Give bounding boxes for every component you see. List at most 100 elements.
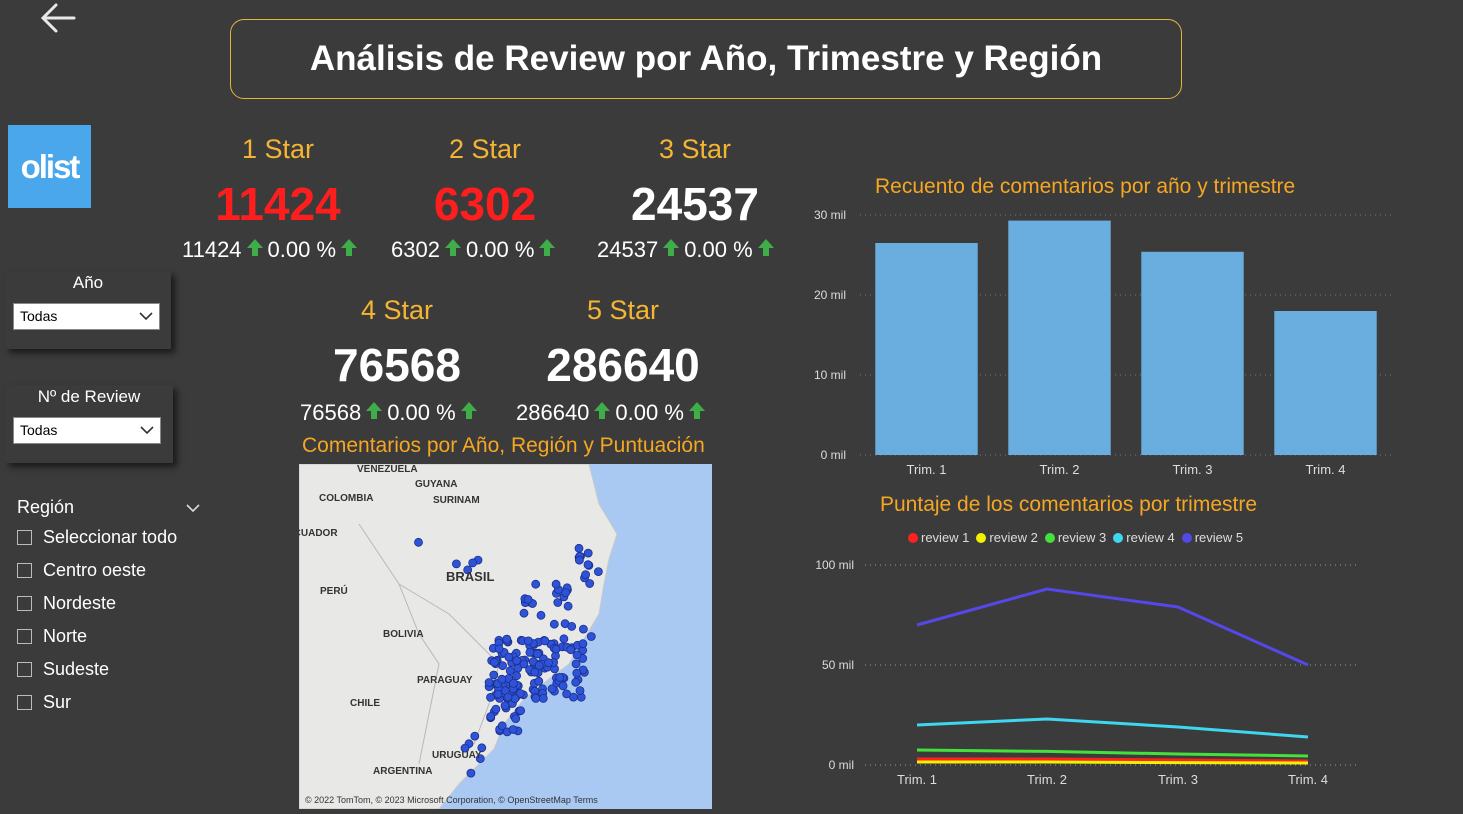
map-point	[486, 712, 496, 721]
page-title-text: Análisis de Review por Año, Trimestre y …	[309, 39, 1103, 78]
map-point	[503, 692, 513, 702]
kpi-trend: 76568 0.00 %	[300, 400, 482, 426]
chevron-down-icon	[139, 312, 153, 321]
region-option-label: Sur	[43, 691, 72, 712]
kpi-trend-value: 286640	[516, 400, 590, 425]
map-point	[494, 644, 504, 654]
bar[interactable]	[875, 243, 978, 455]
map-point	[530, 667, 540, 677]
arrow-up-icon	[661, 237, 681, 263]
checkbox[interactable]	[17, 595, 32, 611]
year-slicer: Año Todas	[5, 271, 171, 349]
legend-label: review 4	[1126, 530, 1175, 545]
legend-item[interactable]: review 3	[1044, 530, 1106, 545]
y-tick-label: 0 mil	[821, 448, 846, 462]
arrow-up-icon	[756, 237, 776, 263]
review-dropdown-value: Todas	[20, 422, 58, 438]
series-line[interactable]	[916, 587, 1309, 667]
map-canvas[interactable]: VENEZUELA GUYANA SURINAM COLOMBIA ECUADO…	[299, 464, 712, 809]
map-point	[571, 659, 581, 669]
kpi-trend-pct: 0.00 %	[267, 237, 337, 262]
legend-item[interactable]: review 2	[976, 530, 1038, 545]
map-point	[593, 567, 603, 576]
region-option-sudeste[interactable]: Sudeste	[17, 658, 109, 680]
map-label: SURINAM	[433, 495, 480, 506]
year-slicer-label: Año	[72, 273, 104, 292]
map-point	[466, 768, 476, 778]
series-line[interactable]	[916, 748, 1309, 758]
legend-dot-icon	[908, 533, 918, 543]
map-label: PERÚ	[320, 584, 348, 597]
legend-item[interactable]: review 5	[1181, 530, 1243, 545]
kpi-value: 76568	[333, 339, 461, 391]
bar[interactable]	[1141, 251, 1244, 455]
map-point	[561, 588, 571, 598]
bar[interactable]	[1274, 311, 1377, 455]
arrow-up-icon	[245, 237, 265, 263]
map-point	[484, 678, 494, 687]
map-point	[511, 714, 521, 724]
map-point	[531, 693, 541, 703]
map-point	[551, 579, 561, 589]
y-tick-label: 30 mil	[814, 208, 846, 222]
map-point	[559, 634, 569, 644]
region-option-norte[interactable]: Norte	[17, 625, 87, 647]
bar[interactable]	[1008, 220, 1111, 455]
y-tick-label: 0 mil	[829, 758, 854, 772]
checkbox[interactable]	[17, 529, 32, 545]
kpi-trend-pct: 0.00 %	[465, 237, 535, 262]
year-dropdown[interactable]: Todas	[13, 303, 160, 330]
map-point	[555, 672, 565, 682]
region-option-nordeste[interactable]: Nordeste	[17, 592, 116, 614]
map-point	[515, 689, 525, 698]
checkbox[interactable]	[17, 694, 32, 710]
legend-item[interactable]: review 4	[1113, 530, 1175, 545]
map-point	[544, 658, 553, 668]
chevron-down-icon	[140, 426, 154, 435]
review-slicer-label: Nº de Review	[37, 387, 141, 406]
map-point	[519, 608, 529, 618]
bar-chart[interactable]: 0 mil 10 mil 20 mil 30 mil Trim. 1 Trim. 2 Tri…	[800, 200, 1400, 485]
map-point	[508, 678, 518, 688]
map-point	[567, 621, 577, 631]
checkbox[interactable]	[17, 661, 32, 677]
map-points	[414, 537, 603, 778]
kpi-label: 5 Star	[586, 295, 660, 325]
map-point	[512, 671, 522, 681]
map-label: COLOMBIA	[319, 493, 373, 504]
x-tick-label: Trim. 1	[897, 772, 937, 787]
region-option-centro-oeste[interactable]: Centro oeste	[17, 559, 146, 581]
checkbox[interactable]	[17, 562, 32, 578]
back-arrow-icon[interactable]	[38, 0, 80, 38]
line-chart-legend[interactable]: review 1 review 2 review 3 review 4 review 5	[908, 530, 1243, 545]
map-point	[533, 649, 542, 659]
series-line[interactable]	[917, 760, 1309, 765]
legend-label: review 1	[921, 530, 970, 545]
map-visual[interactable]: VENEZUELA GUYANA SURINAM COLOMBIA ECUADO…	[299, 464, 712, 809]
arrow-up-icon	[459, 400, 479, 426]
year-dropdown-value: Todas	[20, 308, 58, 324]
review-dropdown[interactable]: Todas	[13, 417, 161, 444]
map-label: URUGUAY	[432, 750, 482, 761]
legend-item[interactable]: review 1	[908, 530, 969, 545]
region-option-select-all[interactable]: Seleccionar todo	[17, 526, 177, 548]
map-point	[460, 743, 470, 753]
kpi-value: 286640	[546, 339, 700, 391]
map-point	[468, 558, 478, 568]
map-point	[583, 560, 593, 570]
line-chart[interactable]: 0 mil 50 mil 100 mil Trim. 1 Trim. 2 Trim. 3 T…	[800, 550, 1400, 795]
map-point	[566, 645, 576, 655]
map-point	[525, 647, 535, 657]
map-point	[538, 693, 548, 703]
series-line[interactable]	[917, 757, 1309, 763]
series-line[interactable]	[916, 717, 1309, 739]
region-slicer-label: Región	[17, 497, 75, 517]
map-point	[523, 594, 533, 604]
map-point	[571, 677, 581, 687]
map-point	[493, 689, 503, 699]
region-option-sur[interactable]: Sur	[17, 691, 71, 713]
kpi-trend-pct: 0.00 %	[387, 400, 456, 425]
chevron-down-icon[interactable]	[186, 500, 200, 518]
checkbox[interactable]	[17, 628, 32, 644]
kpi-trend: 24537 0.00 %	[597, 237, 779, 263]
